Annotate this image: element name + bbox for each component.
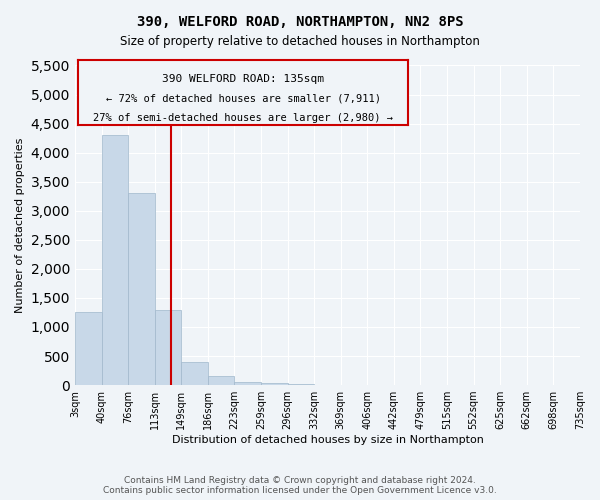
Bar <box>208 376 235 385</box>
Y-axis label: Number of detached properties: Number of detached properties <box>15 138 25 313</box>
Bar <box>128 194 155 385</box>
Text: 390, WELFORD ROAD, NORTHAMPTON, NN2 8PS: 390, WELFORD ROAD, NORTHAMPTON, NN2 8PS <box>137 15 463 29</box>
Bar <box>75 312 101 385</box>
Text: Size of property relative to detached houses in Northampton: Size of property relative to detached ho… <box>120 35 480 48</box>
Text: 390 WELFORD ROAD: 135sqm: 390 WELFORD ROAD: 135sqm <box>162 74 324 85</box>
Bar <box>181 362 208 385</box>
Bar <box>235 382 261 385</box>
Bar <box>287 384 314 385</box>
X-axis label: Distribution of detached houses by size in Northampton: Distribution of detached houses by size … <box>172 435 484 445</box>
Text: 27% of semi-detached houses are larger (2,980) →: 27% of semi-detached houses are larger (… <box>93 114 393 124</box>
Bar <box>101 135 128 385</box>
Text: ← 72% of detached houses are smaller (7,911): ← 72% of detached houses are smaller (7,… <box>106 94 380 104</box>
Bar <box>155 310 181 385</box>
Bar <box>261 384 287 385</box>
Text: Contains HM Land Registry data © Crown copyright and database right 2024.
Contai: Contains HM Land Registry data © Crown c… <box>103 476 497 495</box>
